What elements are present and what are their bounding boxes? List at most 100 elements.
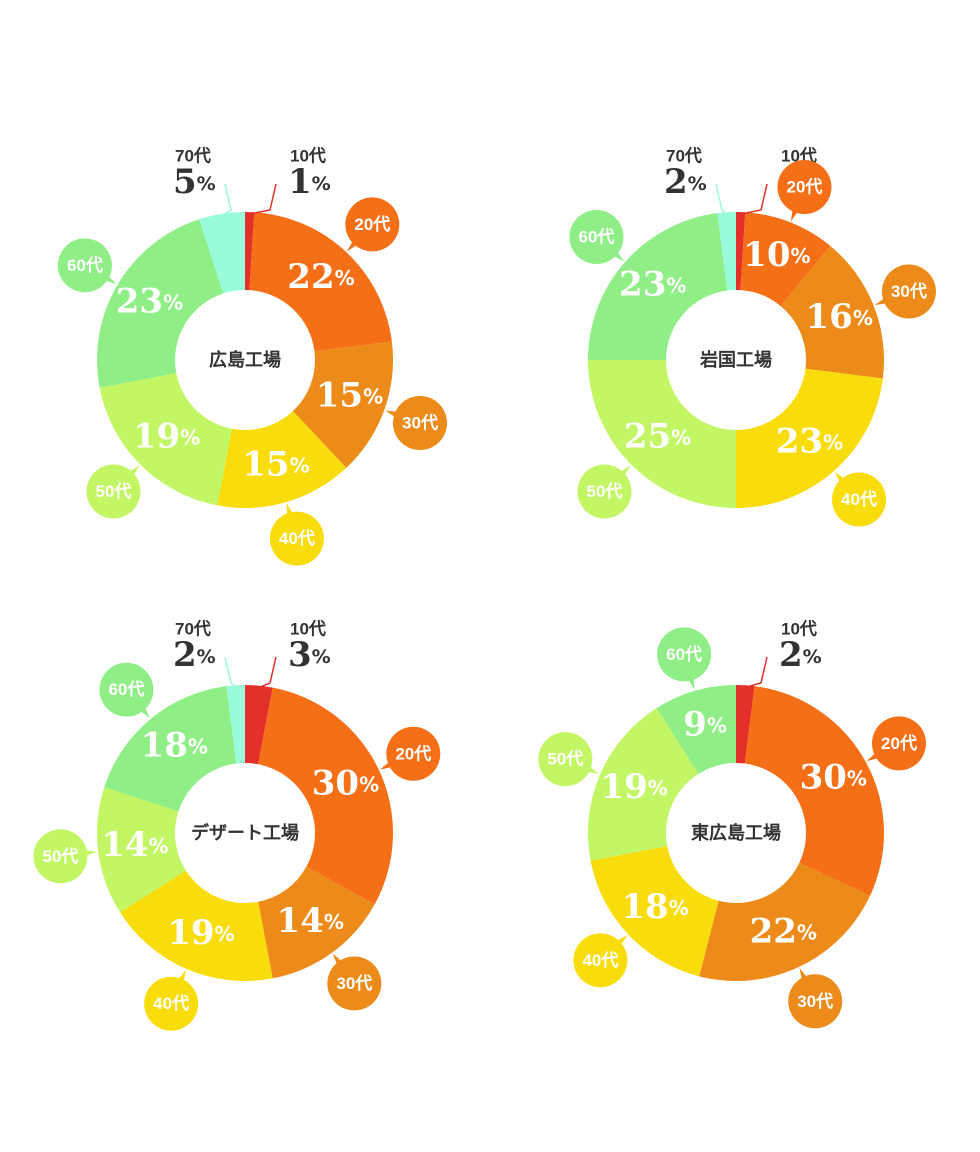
value-label-60: 23% [619, 265, 686, 305]
value-label-40: 23% [776, 421, 843, 461]
slice-30 [780, 245, 884, 379]
slice-60 [97, 219, 224, 388]
category-label-60: 60代 [108, 679, 144, 699]
chart-title: デザート工場 [191, 822, 299, 843]
category-label-70: 70代 [175, 145, 211, 165]
value-label-50: 19% [600, 767, 667, 807]
slice-30 [292, 341, 393, 468]
value-label-20: 30% [312, 764, 379, 804]
value-label-30: 22% [750, 911, 817, 951]
slice-10 [245, 212, 255, 291]
category-label-10: 10代 [290, 145, 326, 165]
chart-title: 東広島工場 [691, 822, 781, 843]
slice-40 [217, 411, 347, 508]
category-label-60: 60代 [666, 644, 702, 664]
bubble-30 [393, 396, 448, 451]
bubble-30 [788, 974, 843, 1029]
value-label-60: 18% [141, 725, 208, 765]
category-label-20: 20代 [881, 733, 917, 753]
category-label-70: 70代 [666, 145, 702, 165]
bubble-50 [577, 464, 632, 519]
slice-20 [249, 212, 392, 352]
value-label-10: 1% [288, 162, 331, 202]
value-label-40: 18% [621, 887, 688, 927]
category-label-50: 50代 [43, 846, 79, 866]
value-label-20: 30% [800, 758, 867, 798]
value-label-50: 19% [133, 416, 200, 456]
value-label-60: 9% [683, 704, 727, 744]
bubble-40 [573, 933, 628, 988]
category-label-10: 10代 [290, 618, 326, 638]
bubble-20 [871, 716, 926, 771]
category-label-20: 20代 [787, 177, 823, 197]
bubble-40 [144, 976, 199, 1031]
slice-70 [199, 212, 245, 294]
category-label-30: 30代 [402, 412, 438, 432]
slice-20 [744, 686, 885, 897]
slice-50 [97, 787, 186, 913]
leader-line-10 [740, 183, 768, 215]
value-label-70: 2% [664, 162, 707, 202]
slice-40 [120, 870, 273, 982]
slice-40 [736, 368, 883, 508]
slice-70 [717, 212, 736, 291]
slice-60 [104, 686, 237, 812]
slice-30 [258, 866, 375, 979]
value-label-40: 15% [242, 445, 309, 485]
value-label-30: 16% [806, 297, 873, 337]
category-label-60: 60代 [67, 255, 103, 275]
value-label-50: 25% [624, 416, 691, 456]
category-label-30: 30代 [891, 281, 927, 301]
slice-50 [588, 708, 699, 861]
category-label-50: 50代 [587, 481, 623, 501]
category-label-60: 60代 [579, 226, 615, 246]
bubble-20 [777, 160, 832, 215]
bubble-40 [269, 511, 324, 566]
slice-50 [588, 360, 736, 508]
bubble-50 [538, 732, 593, 787]
bubble-40 [832, 472, 887, 527]
value-label-70: 2% [173, 635, 216, 675]
category-label-20: 20代 [395, 743, 431, 763]
donut-chart-2: 岩国工場10代1%10%20代16%30代23%40代25%50代23%60代7… [569, 145, 936, 527]
value-label-20: 10% [743, 235, 810, 275]
chart-title: 広島工場 [209, 349, 281, 370]
slice-60 [588, 213, 728, 360]
bubble-30 [327, 956, 382, 1011]
slice-60 [656, 685, 736, 774]
category-label-10: 10代 [781, 618, 817, 638]
slice-40 [590, 846, 719, 977]
category-label-70: 70代 [175, 618, 211, 638]
value-label-60: 23% [116, 281, 183, 321]
leader-line-70 [224, 656, 237, 688]
bubble-50 [86, 464, 141, 519]
leader-line-10 [258, 656, 277, 689]
value-label-10: 3% [288, 635, 331, 675]
bubble-60 [99, 662, 154, 717]
category-label-50: 50代 [547, 749, 583, 769]
category-label-20: 20代 [354, 214, 390, 234]
leader-line-70 [221, 183, 232, 217]
leader-line-70 [715, 183, 728, 215]
category-label-30: 30代 [336, 973, 372, 993]
category-label-50: 50代 [96, 481, 132, 501]
slice-30 [699, 862, 870, 981]
value-label-40: 19% [167, 913, 234, 953]
bubble-60 [57, 238, 112, 293]
slice-10 [736, 685, 755, 764]
value-label-70: 5% [173, 162, 216, 202]
value-label-30: 15% [316, 376, 383, 416]
slice-10 [245, 685, 273, 765]
category-label-40: 40代 [279, 528, 315, 548]
bubble-20 [386, 726, 441, 781]
bubble-60 [657, 627, 712, 682]
value-label-20: 22% [287, 257, 354, 297]
value-label-10: 2% [779, 635, 822, 675]
slice-50 [99, 373, 232, 506]
slice-20 [740, 212, 831, 307]
leader-line-10 [744, 656, 768, 689]
